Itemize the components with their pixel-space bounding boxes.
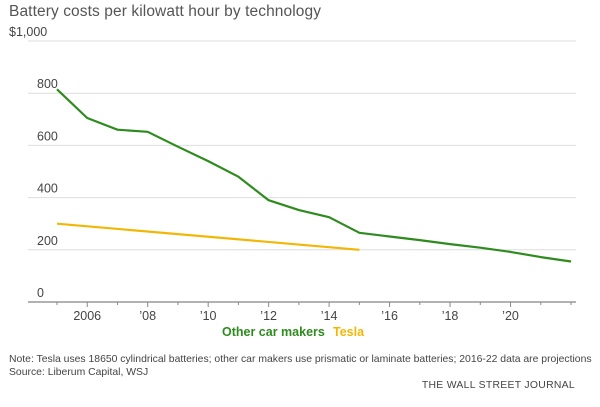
y-tick-label: 200 bbox=[37, 234, 58, 248]
source-text: Source: Liberum Capital, WSJ bbox=[9, 367, 149, 378]
x-tick-label: ’10 bbox=[200, 309, 217, 323]
legend-item-tesla: Tesla bbox=[333, 325, 365, 339]
line-chart: $1,000 800 600 400 200 0 2006 ’08 ’10 ’12 ’14 ’16 ’… bbox=[9, 25, 576, 323]
series-line-other-car-makers bbox=[56, 88, 572, 263]
y-tick-label: 800 bbox=[37, 77, 58, 91]
y-tick-label: 400 bbox=[37, 182, 58, 196]
note-text: Note: Tesla uses 18650 cylindrical batte… bbox=[9, 354, 592, 365]
x-tick-label: ’14 bbox=[321, 309, 338, 323]
series-lines bbox=[56, 88, 572, 263]
footnote: Note: Tesla uses 18650 cylindrical batte… bbox=[9, 353, 592, 379]
legend-item-other-car-makers: Other car makers bbox=[222, 325, 325, 339]
y-tick-label: $1,000 bbox=[9, 25, 47, 39]
x-tick-label: 2006 bbox=[73, 309, 101, 323]
publisher-credit: THE WALL STREET JOURNAL bbox=[421, 380, 575, 391]
y-tick-label: 0 bbox=[37, 286, 44, 300]
series-line-tesla bbox=[56, 222, 360, 251]
x-tick-label: ’08 bbox=[139, 309, 156, 323]
chart-title: Battery costs per kilowatt hour by techn… bbox=[9, 3, 322, 20]
x-tick-label: ’16 bbox=[381, 309, 398, 323]
y-axis-labels: $1,000 800 600 400 200 0 bbox=[9, 25, 58, 300]
gridlines bbox=[28, 40, 576, 251]
x-tick-label: ’18 bbox=[442, 309, 459, 323]
x-axis: 2006 ’08 ’10 ’12 ’14 ’16 ’18 ’20 bbox=[28, 301, 576, 323]
x-tick-label: ’12 bbox=[260, 309, 277, 323]
y-tick-label: 600 bbox=[37, 129, 58, 143]
x-tick-label: ’20 bbox=[502, 309, 519, 323]
